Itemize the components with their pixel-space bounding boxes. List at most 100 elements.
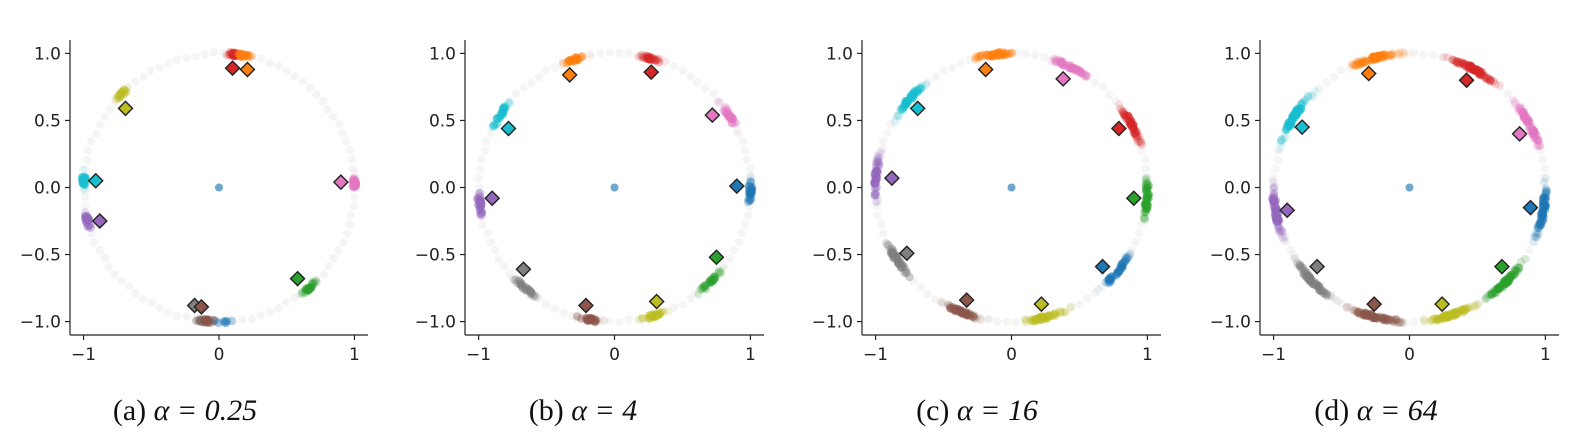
data-point-cyan [917, 81, 926, 91]
prototype-gray [898, 245, 915, 262]
data-point-green [1141, 199, 1150, 208]
data-point-cyan [498, 108, 507, 117]
background-point [341, 137, 351, 146]
data-point-cyan [890, 117, 899, 127]
data-point-cyan [916, 84, 926, 94]
data-point-pink [1080, 70, 1090, 79]
prototype-green [708, 249, 725, 266]
data-point-green [1491, 288, 1501, 297]
data-point-gray [518, 283, 527, 293]
data-point-green [1141, 185, 1151, 195]
data-point-red [1123, 111, 1132, 121]
data-point-red [1120, 111, 1130, 120]
data-point-blue [746, 172, 755, 181]
prototype-cyan [909, 100, 926, 117]
background-point [693, 78, 702, 88]
data-point-red [1119, 109, 1129, 118]
data-point-olive [1031, 314, 1040, 324]
data-point-purple [1269, 195, 1279, 204]
data-point-olive [1459, 306, 1469, 316]
data-point-cyan [499, 102, 509, 111]
background-point [1337, 299, 1346, 308]
cluster-olive [634, 307, 673, 324]
data-point-olive [1458, 305, 1467, 315]
data-point-pink [348, 182, 358, 192]
data-point-purple [1272, 215, 1281, 225]
data-point-red [1483, 73, 1493, 83]
data-point-brown [1383, 314, 1393, 324]
data-point-red [1126, 116, 1136, 126]
data-point-purple [86, 223, 95, 232]
data-point-pink [1064, 63, 1074, 72]
data-point-blue [1120, 256, 1130, 266]
prototype-green [1125, 190, 1142, 207]
data-point-cyan [498, 110, 507, 119]
data-point-olive [1041, 312, 1051, 322]
data-point-brown [1395, 316, 1405, 326]
data-point-purple [872, 162, 881, 171]
background-point [480, 146, 490, 156]
data-point-pink [349, 181, 358, 191]
background-point [499, 262, 509, 271]
background-point [486, 128, 496, 138]
data-point-gray [1299, 266, 1308, 276]
data-point-olive [1035, 313, 1045, 323]
background-point [1090, 288, 1100, 298]
data-point-brown [1391, 315, 1401, 324]
data-point-pink [1519, 112, 1529, 122]
data-point-green [1512, 263, 1522, 273]
y-tick-label: 0.0 [1224, 179, 1251, 199]
data-point-orange [564, 56, 574, 66]
data-point-gray [1322, 289, 1332, 299]
background-point [210, 48, 219, 57]
y-tick-label: 0.0 [34, 179, 61, 199]
data-point-green [715, 266, 724, 276]
background-point [1419, 50, 1428, 60]
y-tick-label: −1.0 [415, 313, 456, 333]
background-point [229, 317, 238, 327]
background-point [478, 210, 487, 220]
background-point [1104, 90, 1114, 99]
data-point-blue [745, 196, 754, 205]
data-point-olive [637, 314, 646, 323]
background-point [191, 315, 200, 324]
data-point-brown [948, 303, 958, 312]
prototype-green [289, 270, 306, 287]
data-point-purple [870, 190, 880, 199]
data-point-green [696, 285, 705, 294]
data-point-blue [1094, 284, 1103, 294]
background-point [290, 293, 299, 303]
panel-caption: (a) α = 0.25 [113, 394, 257, 427]
caption-expression: α = 4 [571, 394, 637, 427]
data-point-red [1477, 68, 1487, 77]
background-point [745, 202, 754, 211]
background-point [891, 112, 901, 121]
data-point-purple [871, 174, 880, 184]
data-point-orange [571, 52, 580, 62]
background-point [1496, 83, 1506, 92]
background-point [1074, 68, 1084, 77]
background-point [1540, 173, 1549, 183]
data-point-olive [1433, 316, 1442, 325]
data-point-green [1141, 183, 1151, 192]
background-point [349, 164, 358, 174]
data-point-purple [870, 183, 880, 193]
background-point [84, 146, 93, 155]
data-point-cyan [913, 86, 922, 96]
cluster-olive [1419, 300, 1483, 327]
background-point [318, 97, 328, 106]
data-point-gray [1305, 275, 1314, 284]
data-point-gray [896, 263, 906, 272]
data-point-pink [1534, 136, 1543, 146]
data-point-cyan [1276, 143, 1286, 152]
data-point-orange [1379, 53, 1388, 62]
data-point-pink [1523, 114, 1532, 124]
data-point-cyan [1310, 86, 1319, 95]
data-point-blue [1531, 232, 1541, 241]
data-point-olive [638, 314, 647, 323]
data-point-cyan [505, 98, 514, 108]
data-point-pink [1508, 95, 1518, 104]
data-point-purple [477, 208, 487, 218]
data-point-blue [1534, 224, 1544, 233]
y-tick-label: −0.5 [415, 246, 456, 266]
